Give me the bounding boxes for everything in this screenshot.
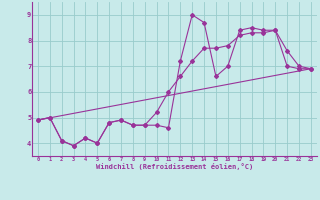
X-axis label: Windchill (Refroidissement éolien,°C): Windchill (Refroidissement éolien,°C) xyxy=(96,163,253,170)
